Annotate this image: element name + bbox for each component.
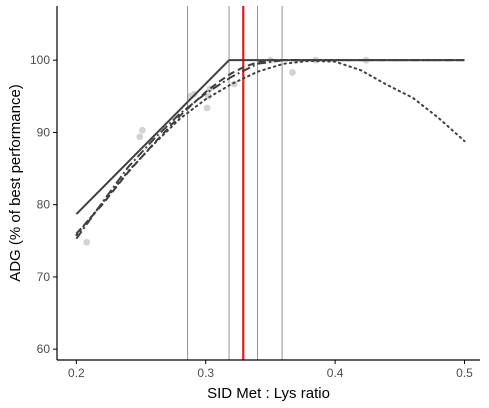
y-tick-label: 60 <box>37 342 51 356</box>
x-tick-label: 0.5 <box>456 366 473 380</box>
data-point <box>203 104 211 112</box>
y-axis-title: ADG (% of best performance) <box>7 84 24 282</box>
axis-ticks: 0.2 0.3 0.4 0.5 60 70 80 90 100 <box>30 53 473 380</box>
y-tick-label: 100 <box>30 53 50 67</box>
data-point <box>230 80 238 88</box>
y-tick-label: 70 <box>37 270 51 284</box>
fit-line-dashed <box>75 59 465 235</box>
data-point <box>136 133 144 141</box>
data-point <box>289 69 296 76</box>
x-tick-label: 0.4 <box>327 366 344 380</box>
y-tick-label: 80 <box>37 198 51 212</box>
fit-line-dashdot <box>75 59 465 240</box>
fit-line-dotted <box>75 59 466 237</box>
data-point <box>138 126 146 134</box>
x-tick-label: 0.2 <box>68 366 85 380</box>
fit-line-solid <box>75 59 465 215</box>
x-tick-label: 0.3 <box>197 366 214 380</box>
plot-area <box>75 6 466 360</box>
data-point <box>204 92 212 100</box>
data-point <box>83 238 91 246</box>
y-tick-label: 90 <box>37 125 51 139</box>
x-axis-title: SID Met : Lys ratio <box>207 385 330 402</box>
